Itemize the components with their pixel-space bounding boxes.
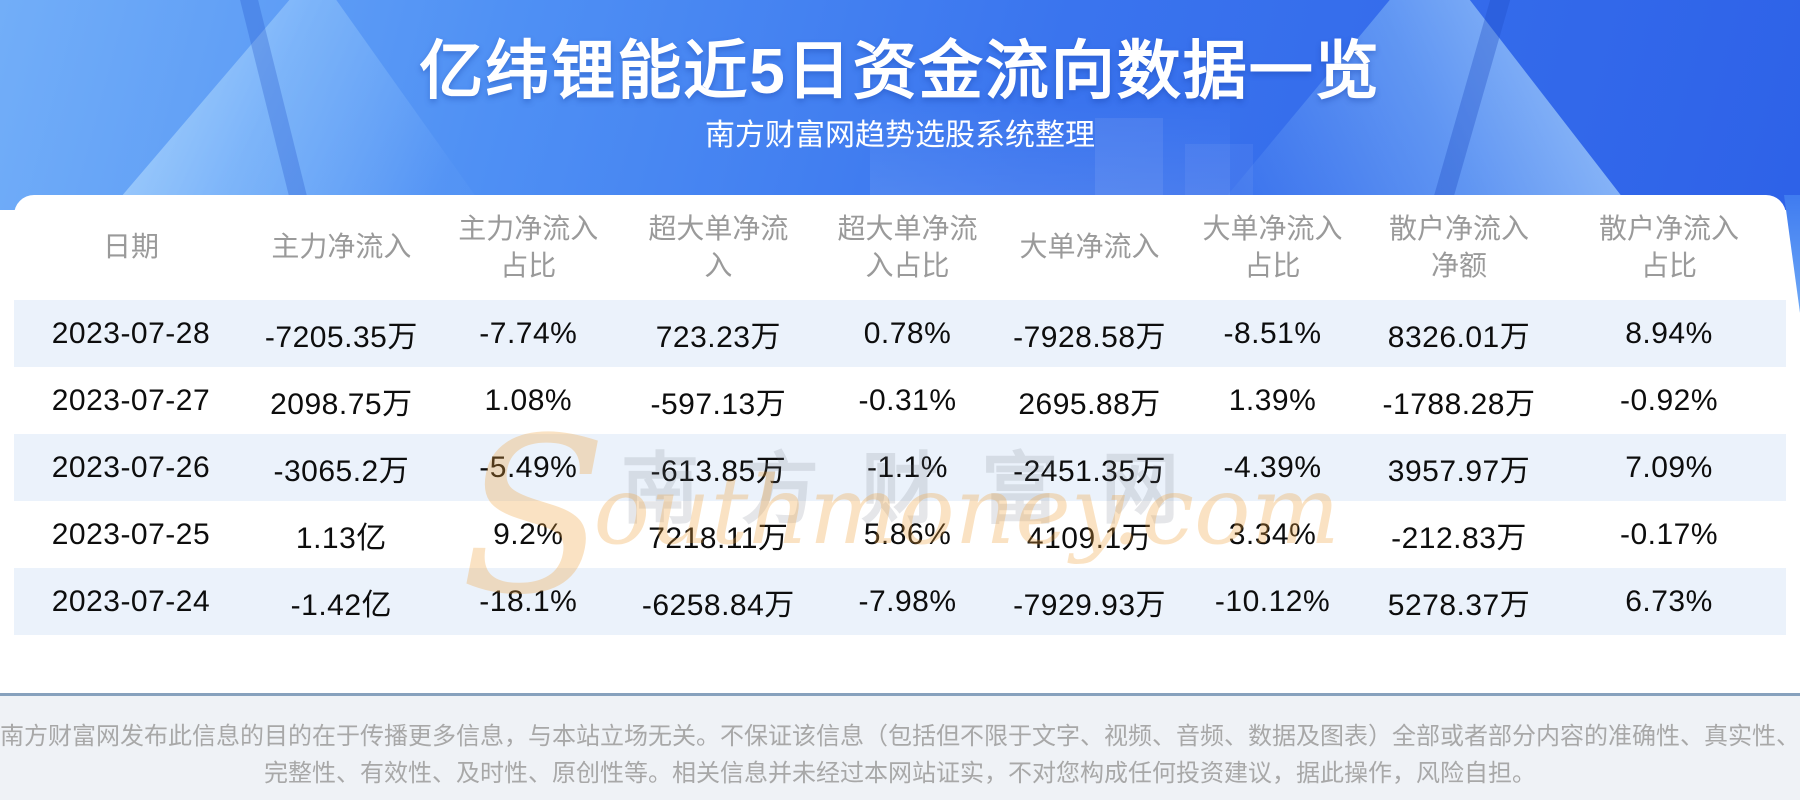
table-cell: -10.12% [1214, 584, 1331, 618]
table-cell: 8.94% [1625, 316, 1713, 350]
table-cell: 7218.11万 [648, 521, 789, 555]
column-header-main-net-inflow: 主力净流入 [271, 231, 412, 263]
table-cell: -1788.28万 [1382, 387, 1536, 421]
table-cell: 723.23万 [655, 320, 781, 354]
table-cell: 9.2% [493, 517, 564, 551]
table-row: 2023-07-24 -1.42亿 -18.1% -6258.84万 -7.98… [14, 568, 1786, 635]
table-row: 2023-07-25 1.13亿 9.2% 7218.11万 5.86% 410… [14, 501, 1786, 568]
cell-date: 2023-07-27 [51, 383, 211, 417]
table-cell: -7205.35万 [264, 320, 418, 354]
table-cell: -8.51% [1223, 316, 1322, 350]
fund-flow-table: 日期 主力净流入 主力净流入占比 超大单净流入 超大单净流入占比 大单净流入 大… [14, 195, 1786, 635]
page-subtitle: 南方财富网趋势选股系统整理 [705, 119, 1095, 152]
table-row: 2023-07-28 -7205.35万 -7.74% 723.23万 0.78… [14, 300, 1786, 367]
table-header-row: 日期 主力净流入 主力净流入占比 超大单净流入 超大单净流入占比 大单净流入 大… [14, 195, 1786, 300]
table-cell: -1.42亿 [290, 588, 393, 622]
table-cell: -7.98% [858, 584, 957, 618]
column-header-retail-net-inflow: 散户净流入净额 [1389, 213, 1530, 281]
column-header-large-order-net-inflow: 大单净流入 [1019, 231, 1160, 263]
table-cell: -3065.2万 [273, 454, 410, 488]
table-cell: -0.31% [858, 383, 957, 417]
table-cell: 0.78% [863, 316, 952, 350]
table-cell: -212.83万 [1391, 521, 1527, 555]
table-cell: -5.49% [479, 450, 578, 484]
data-table-card: 日期 主力净流入 主力净流入占比 超大单净流入 超大单净流入占比 大单净流入 大… [14, 195, 1786, 693]
decor-right-sliver [1784, 195, 1800, 313]
column-header-retail-net-inflow-pct: 散户净流入占比 [1599, 213, 1740, 281]
table-cell: -7928.58万 [1013, 320, 1167, 354]
table-cell: -18.1% [479, 584, 578, 618]
table-cell: -2451.35万 [1013, 454, 1167, 488]
table-cell: 4109.1万 [1026, 521, 1153, 555]
table-cell: 8326.01万 [1387, 320, 1531, 354]
table-cell: -7.74% [479, 316, 578, 350]
table-cell: 2695.88万 [1018, 387, 1161, 421]
table-row: 2023-07-26 -3065.2万 -5.49% -613.85万 -1.1… [14, 434, 1786, 501]
table-cell: 1.13亿 [295, 521, 387, 555]
cell-date: 2023-07-24 [51, 584, 211, 618]
table-row: 2023-07-27 2098.75万 1.08% -597.13万 -0.31… [14, 367, 1786, 434]
column-header-date: 日期 [102, 231, 159, 263]
page-title: 亿纬锂能近5日资金流向数据一览 [419, 35, 1381, 107]
banner: 亿纬锂能近5日资金流向数据一览 南方财富网趋势选股系统整理 [0, 0, 1800, 210]
table-cell: 3.34% [1228, 517, 1317, 551]
cell-date: 2023-07-25 [51, 517, 211, 551]
table-cell: 6.73% [1625, 584, 1713, 618]
table-cell: -613.85万 [650, 454, 787, 488]
table-cell: -1.1% [867, 450, 948, 484]
cell-date: 2023-07-26 [51, 450, 211, 484]
table-cell: -7929.93万 [1013, 588, 1167, 622]
column-header-xl-order-net-inflow-pct: 超大单净流入占比 [837, 213, 978, 281]
column-header-xl-order-net-inflow: 超大单净流入 [648, 213, 789, 281]
disclaimer: 南方财富网发布此信息的目的在于传播更多信息，与本站立场无关。不保证该信息（包括但… [0, 693, 1800, 800]
disclaimer-line-2: 完整性、有效性、及时性、原创性等。相关信息并未经过本网站证实，不对您构成任何投资… [264, 760, 1536, 788]
table-cell: -4.39% [1223, 450, 1322, 484]
column-header-large-order-net-inflow-pct: 大单净流入占比 [1202, 213, 1343, 281]
table-cell: 5.86% [863, 517, 952, 551]
table-cell: -597.13万 [650, 387, 787, 421]
table-cell: 1.39% [1228, 383, 1317, 417]
table-cell: 3957.97万 [1387, 454, 1531, 488]
table-cell: 2098.75万 [270, 387, 413, 421]
table-cell: -0.17% [1619, 517, 1719, 551]
table-cell: 7.09% [1625, 450, 1713, 484]
disclaimer-line-1: 南方财富网发布此信息的目的在于传播更多信息，与本站立场无关。不保证该信息（包括但… [0, 723, 1800, 750]
table-cell: -6258.84万 [641, 588, 795, 622]
column-header-main-net-inflow-pct: 主力净流入占比 [458, 213, 599, 281]
table-cell: -0.92% [1619, 383, 1719, 417]
cell-date: 2023-07-28 [51, 316, 211, 350]
table-cell: 5278.37万 [1387, 588, 1531, 622]
table-cell: 1.08% [484, 383, 573, 417]
